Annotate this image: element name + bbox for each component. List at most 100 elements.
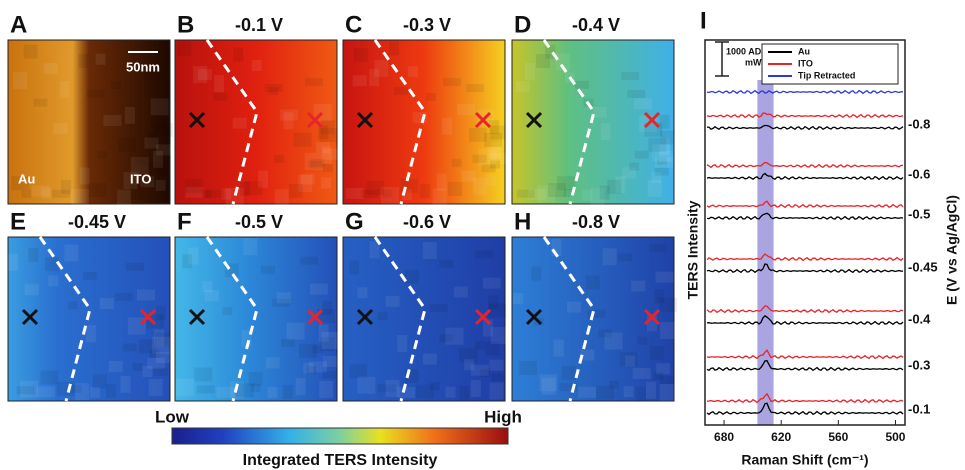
potential: -0.6 V [403, 212, 451, 232]
map-texture [316, 142, 331, 154]
map-texture [82, 271, 97, 280]
map-texture [258, 170, 269, 188]
map-texture [519, 360, 538, 375]
map-texture [243, 238, 258, 256]
map-texture [412, 112, 427, 124]
map-texture [204, 290, 219, 302]
map-texture [429, 382, 440, 391]
map-texture [653, 372, 664, 381]
map-texture [11, 176, 30, 191]
map-texture [143, 72, 162, 81]
map-texture [322, 370, 337, 379]
map-texture [267, 386, 278, 398]
map-texture [241, 330, 252, 348]
map [174, 39, 338, 205]
map-texture [319, 127, 338, 142]
colorbar-title: Integrated TERS Intensity [243, 452, 438, 469]
map-texture [147, 130, 158, 145]
map-texture [282, 385, 293, 400]
peak-band [757, 80, 774, 425]
map-texture [490, 160, 501, 169]
y2-tick-label: -0.1 [908, 401, 930, 416]
map-texture [513, 293, 524, 305]
map-texture [439, 334, 454, 343]
map-texture [303, 362, 314, 374]
map-texture [96, 150, 107, 159]
spectrum [706, 161, 904, 169]
map-texture [225, 187, 244, 205]
map-texture [250, 383, 261, 392]
map-texture [155, 332, 170, 347]
x-mark [356, 111, 374, 129]
map-texture [140, 176, 155, 188]
map-texture [453, 286, 468, 298]
map-texture [366, 180, 385, 195]
spectrum [706, 112, 904, 119]
map-texture [221, 188, 232, 200]
map-texture [479, 369, 490, 378]
map-texture [557, 176, 576, 191]
legend-label: Au [798, 46, 810, 56]
map-texture [148, 162, 163, 171]
x-mark [306, 111, 324, 129]
map-texture [633, 98, 652, 110]
map-texture [78, 53, 89, 68]
map-texture [627, 89, 646, 98]
map-texture [44, 257, 59, 272]
map-texture [310, 158, 325, 167]
map-texture [304, 152, 323, 170]
map-texture [260, 265, 275, 274]
map-texture [155, 144, 174, 156]
map-texture [537, 185, 556, 203]
map-texture [553, 339, 564, 357]
map-texture [233, 47, 244, 62]
map-texture [470, 380, 481, 398]
map-texture [36, 386, 55, 398]
map-texture [298, 174, 313, 192]
map-texture [415, 384, 434, 399]
map-texture [31, 185, 50, 197]
map-texture [597, 329, 612, 338]
map-texture [129, 185, 144, 200]
potential: -0.8 V [572, 212, 620, 232]
map-texture [357, 376, 376, 394]
y2-tick-label: -0.45 [908, 259, 938, 274]
map-texture [483, 132, 502, 147]
map-texture [177, 41, 192, 56]
map-texture [645, 381, 656, 399]
spectrum [706, 360, 904, 372]
map-texture [322, 355, 337, 367]
spectrum [706, 212, 904, 221]
panel-letter: G [345, 208, 364, 235]
map-texture [64, 244, 79, 262]
map-texture [75, 383, 90, 401]
map-texture [377, 384, 396, 393]
map-texture [155, 352, 170, 364]
map-texture [600, 123, 611, 141]
panel-letter: C [345, 11, 362, 38]
map-texture [106, 383, 117, 398]
map-texture [71, 384, 82, 393]
map-texture [593, 106, 608, 118]
map-texture [602, 248, 617, 266]
x-tick-label: 500 [885, 430, 905, 444]
map-texture [607, 179, 622, 194]
y2-tick-label: -0.5 [908, 206, 930, 221]
map-texture [132, 363, 143, 372]
map-texture [474, 341, 485, 350]
map-texture [155, 167, 166, 176]
map-texture [117, 189, 132, 207]
map-texture [295, 378, 306, 396]
map-texture [481, 164, 496, 173]
map-texture [659, 137, 670, 155]
map-texture [202, 281, 213, 293]
map-texture [541, 377, 556, 395]
map-texture [43, 63, 58, 75]
map-texture [28, 248, 39, 263]
map-texture [490, 125, 505, 140]
map-texture [53, 122, 68, 134]
map-texture [369, 241, 380, 259]
map-texture [485, 341, 500, 356]
map-texture [360, 189, 379, 198]
